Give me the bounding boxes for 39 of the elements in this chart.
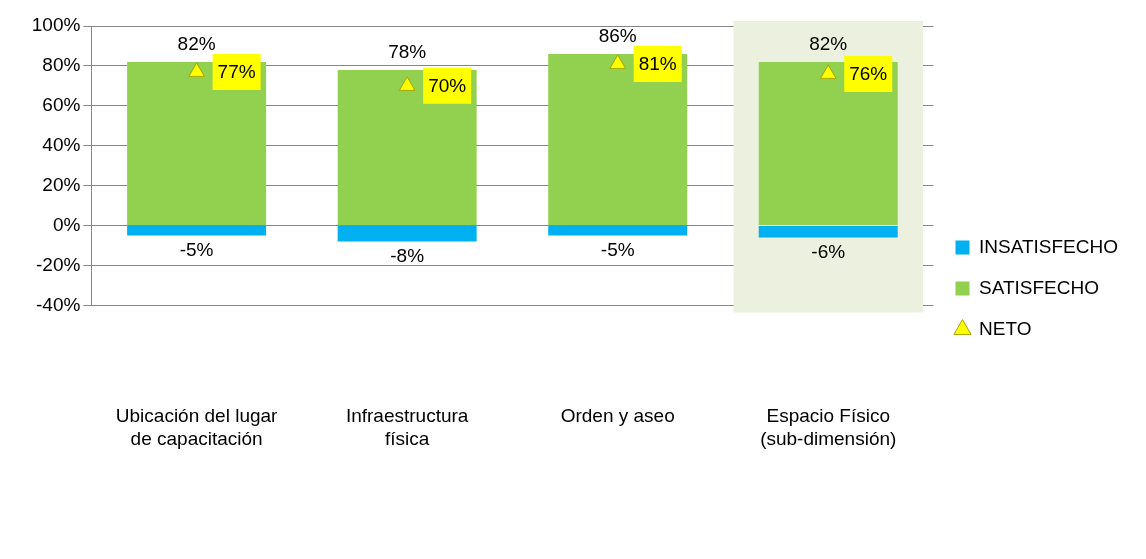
point	[609, 54, 626, 69]
bar	[758, 226, 898, 238]
data-label: -5%	[179, 239, 214, 261]
data-label: -8%	[390, 245, 425, 267]
y-tick-label: 100%	[31, 14, 81, 36]
legend-label: NETO	[979, 317, 1032, 339]
data-label: 86%	[598, 24, 637, 46]
x-tick-label: Espacio Físico (sub-dimensión)	[760, 405, 897, 449]
y-tick-label: 60%	[42, 94, 81, 116]
point	[188, 62, 205, 77]
bar	[758, 61, 898, 226]
y-tick-label: 0%	[52, 213, 81, 235]
bar	[548, 226, 688, 236]
bar	[337, 226, 477, 242]
bar	[548, 53, 688, 226]
y-tick-label: 40%	[42, 133, 81, 155]
bar	[127, 61, 267, 226]
bar	[337, 69, 477, 226]
y-tick-label: 20%	[42, 173, 81, 195]
point	[819, 64, 837, 79]
bar	[127, 226, 267, 236]
data-label: 82%	[809, 32, 848, 54]
y-tick-label: 80%	[42, 54, 81, 76]
point	[398, 76, 416, 91]
y-tick-label: -20%	[35, 253, 81, 275]
data-label: 77%	[217, 61, 256, 83]
data-label: 78%	[388, 40, 427, 62]
data-label: 81%	[638, 53, 677, 75]
data-label: -5%	[600, 239, 635, 261]
x-tick-label: Ubicación del lugar de capacitación	[115, 405, 279, 449]
data-label: 82%	[177, 32, 216, 54]
data-label: 70%	[428, 75, 467, 97]
data-label: -6%	[811, 241, 846, 263]
x-tick-label: Infraestructura física	[345, 405, 469, 449]
y-tick-label: -40%	[35, 293, 81, 315]
legend-label: INSATISFECHO	[979, 235, 1119, 257]
x-tick-label: Orden y aseo	[560, 405, 675, 427]
data-label: 76%	[849, 63, 888, 85]
legend-label: SATISFECHO	[979, 276, 1100, 298]
